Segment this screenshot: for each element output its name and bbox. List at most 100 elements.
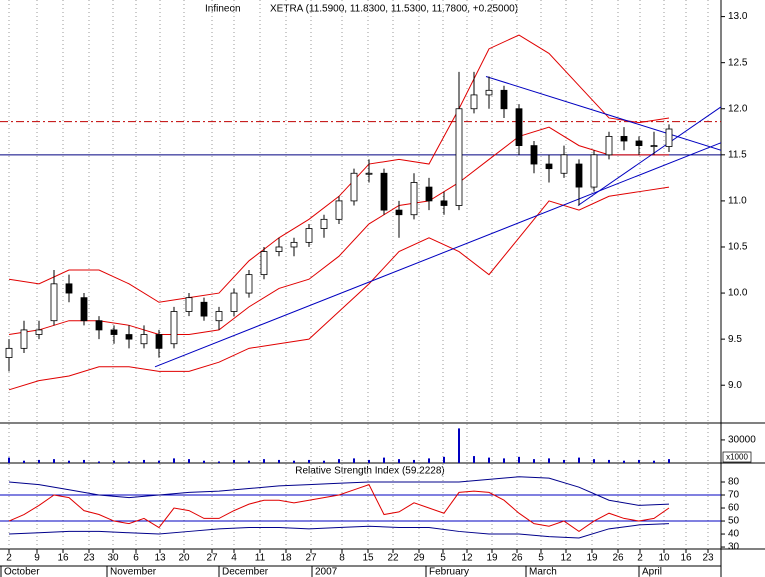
volume-bar — [143, 459, 145, 463]
candle-body — [110, 329, 118, 335]
volume-bar — [278, 459, 280, 463]
x-tick-label: 18 — [280, 553, 292, 564]
volume-bar — [23, 460, 25, 463]
candle-body — [245, 274, 253, 294]
volume-bar — [503, 458, 505, 463]
y-tick-label: 12.5 — [728, 57, 748, 68]
volume-bar — [233, 459, 235, 463]
candle-body — [500, 89, 508, 110]
volume-bar — [263, 459, 265, 463]
volume-bar — [323, 460, 325, 463]
volume-bar — [488, 457, 490, 463]
candle-body — [545, 163, 553, 170]
volume-bar — [383, 457, 385, 463]
candle-body — [305, 228, 313, 243]
candle-body — [230, 292, 238, 312]
volume-bar — [83, 459, 85, 463]
volume-bar — [173, 458, 175, 463]
volume-bar — [248, 460, 250, 463]
candle-body — [590, 154, 598, 188]
candle-body — [515, 108, 523, 147]
bollinger-band — [8, 126, 669, 336]
candle-body — [275, 246, 283, 252]
x-tick-label: 6 — [133, 553, 139, 564]
x-tick-label: 16 — [57, 553, 69, 564]
chart-subtitle: XETRA (11.5900, 11.8300, 11.5300, 11.780… — [270, 4, 518, 15]
month-label: March — [529, 567, 557, 577]
candle-body — [380, 172, 388, 211]
volume-bar — [368, 459, 370, 463]
y-tick-label: 11.5 — [728, 149, 747, 160]
volume-bar — [218, 461, 220, 463]
rsi-band — [8, 523, 670, 539]
x-tick-label: 15 — [362, 553, 374, 564]
candle-body — [620, 135, 628, 142]
candle-body — [440, 200, 448, 206]
volume-bar — [338, 459, 340, 463]
volume-bar — [428, 458, 430, 463]
price-plot — [0, 34, 721, 391]
x-tick-label: 12 — [461, 553, 473, 564]
candle-body — [410, 182, 418, 216]
candle-body — [485, 89, 493, 96]
volume-bar — [563, 459, 565, 463]
candle-body — [5, 347, 13, 358]
volume-bar — [413, 459, 415, 463]
candle-body — [290, 241, 298, 248]
x-tick-label: 20 — [178, 553, 190, 564]
y-tick-label: 13.0 — [728, 11, 748, 22]
y-tick-label: 30000 — [728, 435, 756, 446]
volume-bar — [638, 459, 640, 463]
x-tick-label: 23 — [83, 553, 95, 564]
candle-body — [200, 301, 208, 317]
rsi-band — [8, 476, 670, 506]
x-tick-label: 12 — [560, 553, 572, 564]
candle-body — [605, 135, 613, 156]
x-tick-label: 9 — [34, 553, 40, 564]
month-label: October — [4, 567, 40, 577]
candle-body — [335, 200, 343, 220]
candle-body — [365, 172, 373, 175]
month-label: April — [642, 567, 662, 577]
y-tick-label: 10.0 — [728, 288, 748, 299]
volume-bar — [668, 459, 670, 463]
volume-bar — [593, 459, 595, 463]
y-tick-label: 50 — [728, 516, 740, 527]
month-label: November — [110, 567, 157, 577]
x-tick-label: 11 — [255, 553, 266, 564]
volume-bar — [113, 460, 115, 463]
candle-body — [155, 334, 163, 349]
trend-line — [485, 76, 721, 151]
x-tick-label: 16 — [680, 553, 692, 564]
month-label: 2007 — [315, 567, 338, 577]
x-tick-label: 10 — [658, 553, 670, 564]
candle-body — [20, 329, 28, 349]
candle-body — [320, 218, 328, 229]
trend-line — [154, 142, 721, 368]
y-tick-label: 9.0 — [728, 380, 742, 391]
y-tick-label: 70 — [728, 490, 740, 501]
candle-body — [650, 145, 658, 148]
candle-body — [425, 186, 433, 202]
x-tick-label: 30 — [107, 553, 119, 564]
x-tick-label: 5 — [440, 553, 446, 564]
volume-bar — [353, 458, 355, 463]
volume-bar — [533, 459, 535, 463]
candle-body — [50, 283, 58, 322]
candle-body — [635, 140, 643, 147]
candle-body — [95, 320, 103, 331]
volume-bar — [623, 460, 625, 463]
y-tick-label: 12.0 — [728, 103, 748, 114]
y-tick-label: 30 — [728, 542, 740, 553]
candle-body — [455, 108, 463, 206]
volume-bar — [458, 428, 460, 463]
candle-body — [215, 311, 223, 322]
x-tick-label: 29 — [413, 553, 425, 564]
x-tick-label: 22 — [387, 553, 399, 564]
volume-bar — [518, 456, 520, 463]
candle-body — [395, 209, 403, 216]
candle-body — [470, 94, 478, 110]
candle-body — [350, 172, 358, 202]
